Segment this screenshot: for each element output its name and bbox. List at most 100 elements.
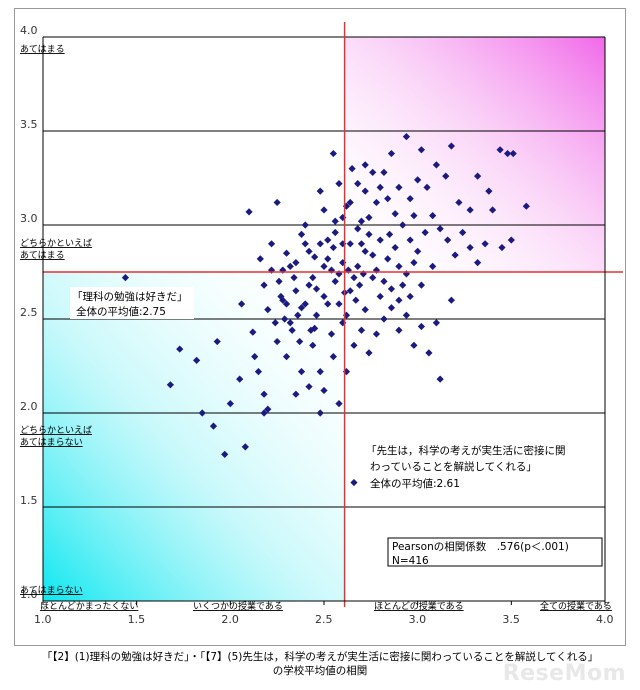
data-point <box>305 383 313 391</box>
y-category-label: あてはまる <box>20 44 65 55</box>
data-point <box>380 168 388 176</box>
data-point <box>297 230 306 238</box>
data-point <box>301 240 309 248</box>
data-point <box>395 262 403 270</box>
y-tick-label: 2.0 <box>20 400 38 413</box>
data-point <box>331 277 339 285</box>
data-point <box>271 319 279 327</box>
data-point <box>166 381 174 389</box>
x-tick-label: 3.5 <box>502 613 520 626</box>
data-point <box>331 228 339 237</box>
x-category-label: ほとんどかまったくない <box>40 601 138 612</box>
data-point <box>256 255 264 263</box>
data-point <box>522 202 530 210</box>
data-point <box>350 274 358 282</box>
data-point <box>496 146 504 154</box>
data-point <box>311 324 319 332</box>
data-point <box>316 368 324 376</box>
x-tick-label: 3.0 <box>409 613 427 626</box>
data-point <box>361 247 369 255</box>
x-mean-annotation-value: 全体の平均値:2.61 <box>370 477 460 490</box>
data-point <box>369 251 377 259</box>
data-point <box>237 300 246 308</box>
x-category-label: いくつかの授業である <box>193 600 283 612</box>
data-point <box>320 262 328 270</box>
data-point <box>372 330 381 338</box>
data-point <box>429 212 437 220</box>
sample-size: N=416 <box>392 555 429 567</box>
data-point <box>176 345 184 353</box>
data-point <box>335 300 343 308</box>
data-point <box>254 368 263 376</box>
y-category-label: あてはまらない <box>20 585 83 596</box>
data-point <box>292 259 300 267</box>
data-point <box>316 187 324 195</box>
data-point <box>391 210 399 218</box>
data-point <box>436 375 444 383</box>
data-point <box>320 386 328 395</box>
data-point <box>213 337 221 346</box>
data-point <box>301 221 309 229</box>
data-point <box>447 296 455 304</box>
data-point <box>292 390 300 398</box>
data-point <box>329 243 337 252</box>
scatter-chart: 1.0 1.5 2.0 2.5 3.0 3.5 4.0 1.0 1.5 2.0 … <box>20 22 623 626</box>
data-point <box>365 213 373 222</box>
y-tick-label: 3.0 <box>20 212 38 225</box>
data-point <box>260 390 268 398</box>
data-point <box>417 322 426 331</box>
mean-reference-lines <box>43 22 623 607</box>
data-point <box>273 198 281 207</box>
data-point <box>198 409 206 417</box>
stats-box <box>387 537 603 567</box>
data-point <box>429 262 437 270</box>
data-point <box>305 247 313 255</box>
data-point <box>447 142 455 150</box>
data-point <box>489 206 497 214</box>
data-point <box>421 228 429 237</box>
data-point <box>354 262 362 270</box>
data-point <box>294 311 302 319</box>
data-point <box>346 240 354 248</box>
data-point <box>279 296 287 304</box>
data-point <box>410 212 418 220</box>
data-point <box>498 243 506 252</box>
data-point <box>451 251 459 259</box>
high-quadrant-shading <box>344 37 605 272</box>
x-tick-label: 2.5 <box>315 613 333 626</box>
data-point <box>455 198 463 207</box>
data-point <box>355 281 364 289</box>
x-tick-label: 2.0 <box>221 613 239 626</box>
data-point <box>354 225 362 233</box>
data-point <box>286 319 294 327</box>
data-point <box>369 274 377 282</box>
axes <box>42 37 606 605</box>
data-point <box>387 304 396 312</box>
data-point <box>361 306 369 314</box>
data-point <box>474 259 482 267</box>
y-category-label: どちらかといえば <box>20 425 92 436</box>
data-point <box>357 217 366 225</box>
data-point <box>335 400 343 408</box>
data-point <box>236 375 244 383</box>
data-point <box>301 300 309 308</box>
x-category-label: 全ての授業である <box>540 600 612 612</box>
data-point <box>410 259 418 267</box>
data-point <box>305 281 313 289</box>
data-point <box>406 195 414 203</box>
data-point <box>342 368 351 376</box>
data-point <box>372 198 381 207</box>
data-point <box>385 230 394 238</box>
y-tick-label: 2.5 <box>20 306 38 319</box>
data-point <box>260 409 268 417</box>
y-category-label: あてはまらない <box>20 437 83 448</box>
data-point <box>346 287 354 295</box>
x-mean-annotation-title-cont: わっていることを解説してくれる」 <box>370 460 537 473</box>
data-point <box>485 187 493 195</box>
data-point <box>251 353 259 361</box>
data-point <box>292 287 300 295</box>
data-point <box>290 274 298 282</box>
data-point <box>432 161 440 169</box>
data-point <box>296 337 304 346</box>
